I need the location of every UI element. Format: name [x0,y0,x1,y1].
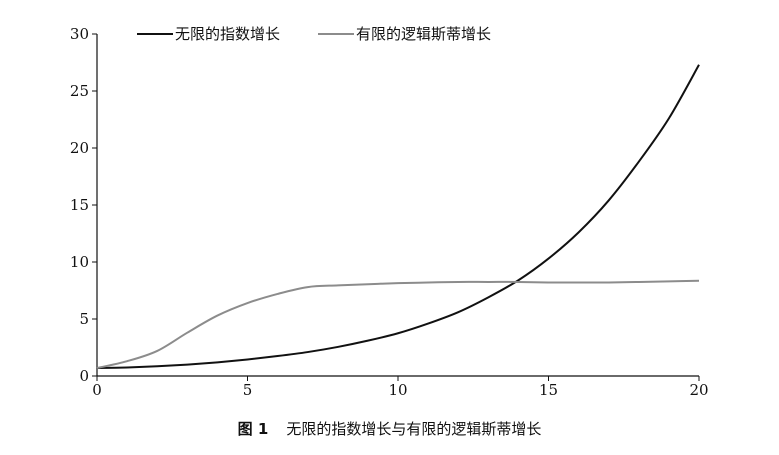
logistic-growth-line [96,279,700,369]
y-tick-label: 25 [70,82,89,100]
y-tick-label: 30 [70,25,89,43]
legend-label: 无限的指数增长 [175,25,280,43]
y-tick-label: 10 [70,253,89,271]
exponential-growth-line [96,64,700,370]
y-tick-label: 15 [70,196,89,214]
legend-label: 有限的逻辑斯蒂增长 [356,25,491,43]
y-tick-label: 0 [79,367,89,385]
chart: 0 5 10 15 20 0 5 10 15 20 25 30 无限的指数增长 有限的逻辑斯蒂增长 [70,25,709,399]
x-tick-label: 15 [539,381,558,399]
legend: 无限的指数增长 有限的逻辑斯蒂增长 [137,25,491,43]
x-tick-label: 5 [243,381,253,399]
x-tick-label: 10 [388,381,407,399]
y-tick-label: 5 [79,310,89,328]
axes [96,34,699,377]
figure-caption: 图 1 无限的指数增长与有限的逻辑斯蒂增长 [0,418,779,439]
caption-text: 无限的指数增长与有限的逻辑斯蒂增长 [286,420,542,438]
ticks: 0 5 10 15 20 0 5 10 15 20 25 30 [70,25,709,399]
figure-number: 图 1 [237,420,269,438]
y-tick-label: 20 [70,139,89,157]
x-tick-label: 0 [92,381,102,399]
x-tick-label: 20 [689,381,708,399]
series-lines [96,64,700,370]
